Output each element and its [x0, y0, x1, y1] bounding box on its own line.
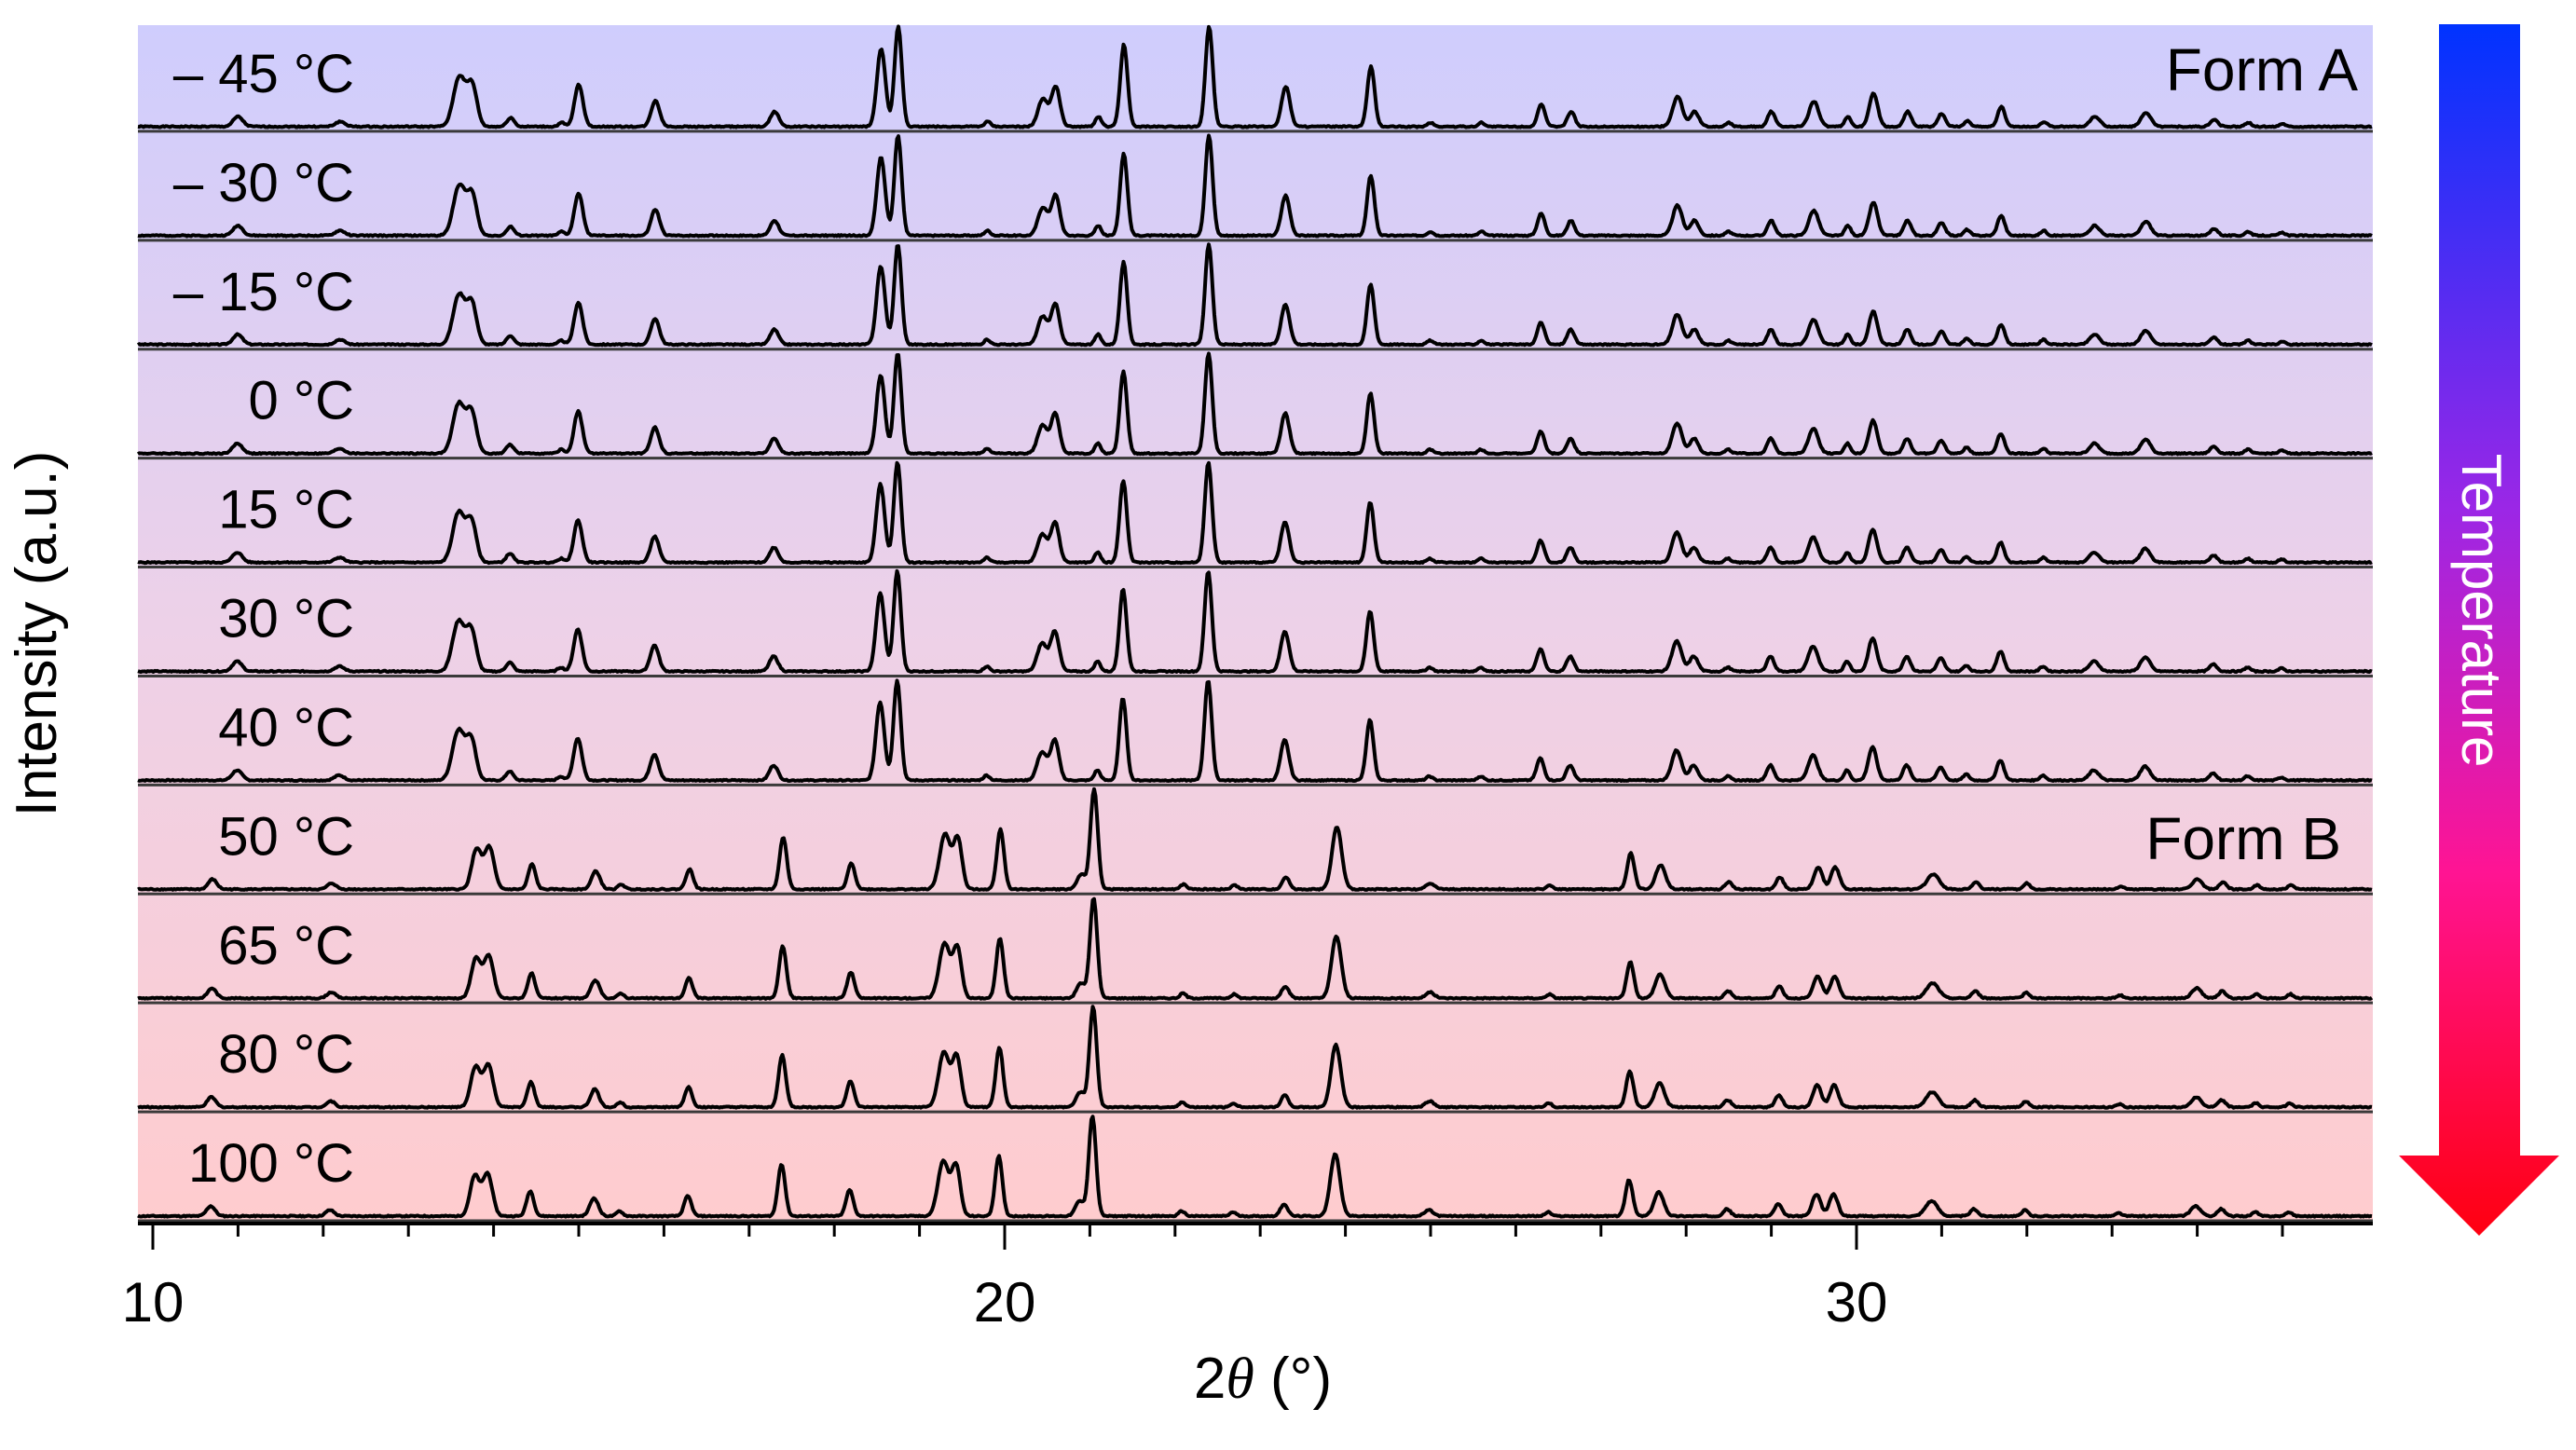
pattern-panel: 40 °C [137, 678, 2373, 787]
diffraction-pattern-line [137, 24, 2373, 130]
temperature-label: 50 °C [218, 806, 354, 867]
temperature-label: 15 °C [218, 480, 354, 540]
pattern-panel: 80 °C [137, 1005, 2373, 1114]
diffraction-pattern-line [137, 133, 2373, 239]
pattern-panel: – 30 °C [137, 133, 2373, 242]
x-tick-label: 20 [974, 1271, 1036, 1334]
pattern-panel: 15 °C [137, 460, 2373, 569]
temperature-label: 0 °C [249, 371, 354, 431]
temperature-label: 65 °C [218, 915, 354, 976]
form-a-annotation: Form A [2166, 36, 2359, 103]
pattern-panel: – 15 °C [136, 242, 2373, 351]
x-axis: 10 20 30 [122, 1222, 2373, 1334]
pattern-panel: – 45 °C [137, 24, 2373, 133]
temperature-label: – 45 °C [173, 44, 354, 104]
temperature-label: 100 °C [188, 1133, 354, 1194]
diffraction-pattern-line [137, 678, 2373, 783]
temperature-label: – 15 °C [173, 262, 354, 322]
pattern-panel: 0 °C [136, 351, 2373, 460]
x-tick-label: 30 [1826, 1271, 1888, 1334]
pattern-panel: 100 °C [137, 1115, 2373, 1223]
diffraction-pattern-line [137, 787, 2373, 892]
pattern-panels: – 45 °C – 30 °C – 15 °C 0 °C 15 °C 30 °C 40 °C… [136, 24, 2374, 1223]
y-axis-label: Intensity (a.u.) [5, 451, 69, 817]
temperature-label: 30 °C [218, 589, 354, 650]
temperature-label: 40 °C [218, 697, 354, 758]
temperature-label: – 30 °C [173, 153, 354, 213]
diffraction-pattern-line [136, 242, 2373, 348]
pattern-panel: 65 °C [137, 896, 2374, 1005]
down-arrow-icon [2399, 24, 2559, 1236]
temperature-label: 80 °C [218, 1024, 354, 1085]
temperature-arrow-label: Temperature [2450, 454, 2513, 768]
diffraction-pattern-line [137, 1005, 2373, 1110]
x-tick-label: 10 [122, 1271, 185, 1334]
diffraction-pattern-line [137, 1115, 2373, 1219]
pattern-panel: 50 °C [137, 787, 2373, 896]
temperature-arrow: Temperature [2399, 24, 2559, 1236]
x-axis-label: 2θ (°) [1194, 1347, 1332, 1411]
diffraction-pattern-line [137, 568, 2373, 675]
pattern-panel: 30 °C [137, 568, 2373, 677]
diffraction-pattern-line [136, 351, 2373, 457]
diffraction-pattern-line [137, 460, 2373, 566]
plot-background [138, 25, 2373, 1224]
form-b-annotation: Form B [2145, 805, 2341, 872]
diffraction-pattern-line [137, 896, 2374, 1001]
